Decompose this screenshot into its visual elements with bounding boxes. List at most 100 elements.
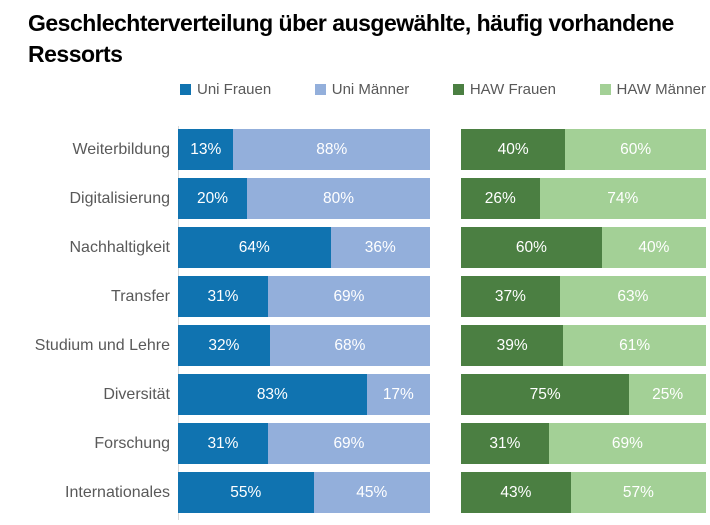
- category-label: Forschung: [94, 434, 170, 452]
- bar-value-label: 69%: [333, 434, 365, 452]
- bar-value-label: 75%: [529, 385, 561, 403]
- legend-swatch-icon: [599, 84, 611, 95]
- bar-value-label: 61%: [619, 336, 651, 354]
- bar-value-label: 25%: [652, 385, 684, 403]
- bar-value-label: 32%: [208, 336, 240, 354]
- category-label: Diversität: [103, 385, 170, 403]
- bar-value-label: 13%: [190, 140, 222, 158]
- bar-value-label: 74%: [607, 189, 639, 207]
- bar-value-label: 83%: [256, 385, 288, 403]
- bar-segment-haw-frauen: 31%: [461, 423, 549, 464]
- bar-segment-uni-m-nner: 36%: [330, 227, 430, 268]
- category-label: Studium und Lehre: [34, 336, 170, 354]
- chart-row: Nachhaltigkeit 64% 36% 60% 40%: [0, 227, 710, 268]
- bar-value-label: 37%: [494, 287, 526, 305]
- bar-segment-haw-frauen: 26%: [461, 178, 540, 219]
- bar-segment-uni-frauen: 13%: [178, 129, 234, 170]
- bar-value-label: 43%: [500, 483, 532, 501]
- panel-gap: [430, 472, 461, 513]
- category-label: Nachhaltigkeit: [69, 238, 171, 256]
- bar-segment-haw-m-nner: 74%: [539, 178, 706, 219]
- category-label: Weiterbildung: [72, 140, 170, 158]
- bar-value-label: 39%: [496, 336, 528, 354]
- bar-segment-uni-frauen: 20%: [178, 178, 248, 219]
- bar-value-label: 88%: [316, 140, 348, 158]
- uni-stacked-bar: 55% 45%: [178, 472, 430, 513]
- bar-value-label: 40%: [497, 140, 529, 158]
- bar-segment-uni-m-nner: 69%: [267, 276, 430, 317]
- bar-value-label: 80%: [322, 189, 355, 207]
- panel-gap: [430, 276, 461, 317]
- bar-value-label: 55%: [230, 483, 262, 501]
- bar-segment-haw-m-nner: 61%: [563, 325, 706, 366]
- bar-segment-uni-m-nner: 45%: [313, 472, 430, 513]
- bar-segment-haw-m-nner: 63%: [559, 276, 706, 317]
- bar-value-label: 31%: [489, 434, 521, 452]
- bar-segment-uni-frauen: 83%: [178, 374, 367, 415]
- bar-segment-uni-m-nner: 88%: [233, 129, 430, 170]
- bar-segment-haw-frauen: 37%: [461, 276, 560, 317]
- bar-value-label: 57%: [622, 483, 654, 501]
- uni-stacked-bar: 13% 88%: [178, 129, 430, 170]
- legend-swatch-icon: [314, 84, 326, 95]
- bar-segment-haw-m-nner: 25%: [629, 374, 706, 415]
- panel-gap: [430, 325, 461, 366]
- bar-segment-uni-frauen: 55%: [178, 472, 314, 513]
- legend-label: Uni Frauen: [197, 81, 272, 98]
- legend-swatch-icon: [180, 84, 191, 95]
- chart-rows: Weiterbildung 13% 88% 40% 60% Digitalisier…: [0, 129, 710, 521]
- chart-row: Transfer 31% 69% 37% 63%: [0, 276, 710, 317]
- haw-stacked-bar: 75% 25%: [461, 374, 706, 415]
- panel-gap: [430, 227, 461, 268]
- panel-gap: [430, 423, 461, 464]
- category-label: Transfer: [111, 287, 170, 305]
- bar-segment-haw-frauen: 60%: [461, 227, 602, 268]
- bar-segment-uni-m-nner: 17%: [366, 374, 430, 415]
- haw-stacked-bar: 40% 60%: [461, 129, 706, 170]
- legend-item: Uni Frauen: [180, 81, 271, 98]
- uni-stacked-bar: 83% 17%: [178, 374, 430, 415]
- category-label: Digitalisierung: [69, 189, 171, 207]
- bar-value-label: 60%: [620, 140, 652, 158]
- bar-segment-haw-frauen: 40%: [461, 129, 566, 170]
- haw-stacked-bar: 39% 61%: [461, 325, 706, 366]
- haw-stacked-bar: 26% 74%: [461, 178, 706, 219]
- haw-stacked-bar: 43% 57%: [461, 472, 706, 513]
- haw-stacked-bar: 60% 40%: [461, 227, 706, 268]
- haw-stacked-bar: 31% 69%: [461, 423, 706, 464]
- bar-segment-haw-m-nner: 40%: [601, 227, 706, 268]
- left-axis-line: [178, 126, 179, 520]
- bar-segment-haw-m-nner: 60%: [565, 129, 706, 170]
- chart-row: Weiterbildung 13% 88% 40% 60%: [0, 129, 710, 170]
- uni-stacked-bar: 32% 68%: [178, 325, 430, 366]
- bar-value-label: 60%: [515, 238, 547, 256]
- bar-value-label: 68%: [334, 336, 366, 354]
- panel-gap: [430, 374, 461, 415]
- legend-item: Uni Männer: [314, 81, 410, 98]
- legend-label: Uni Männer: [331, 81, 410, 98]
- chart-row: Diversität 83% 17% 75% 25%: [0, 374, 710, 415]
- bar-segment-haw-frauen: 43%: [461, 472, 571, 513]
- bar-value-label: 31%: [207, 287, 239, 305]
- bar-segment-uni-frauen: 31%: [178, 423, 268, 464]
- bar-segment-uni-frauen: 64%: [178, 227, 331, 268]
- chart-row: Internationales 55% 45% 43% 57%: [0, 472, 710, 513]
- chart-legend: Uni Frauen Uni Männer HAW Frauen HAW Män…: [180, 81, 706, 98]
- bar-value-label: 31%: [207, 434, 239, 452]
- bar-segment-haw-frauen: 39%: [461, 325, 564, 366]
- haw-stacked-bar: 37% 63%: [461, 276, 706, 317]
- bar-value-label: 20%: [196, 189, 229, 207]
- bar-segment-haw-m-nner: 69%: [548, 423, 706, 464]
- bar-value-label: 63%: [617, 287, 649, 305]
- uni-stacked-bar: 31% 69%: [178, 276, 430, 317]
- panel-gap: [430, 178, 461, 219]
- bar-value-label: 69%: [333, 287, 365, 305]
- category-label: Internationales: [65, 483, 170, 501]
- legend-label: HAW Frauen: [469, 81, 556, 98]
- legend-item: HAW Frauen: [452, 81, 556, 98]
- bar-value-label: 64%: [238, 238, 270, 256]
- bar-segment-uni-m-nner: 68%: [269, 325, 430, 366]
- uni-stacked-bar: 31% 69%: [178, 423, 430, 464]
- bar-value-label: 17%: [382, 385, 414, 403]
